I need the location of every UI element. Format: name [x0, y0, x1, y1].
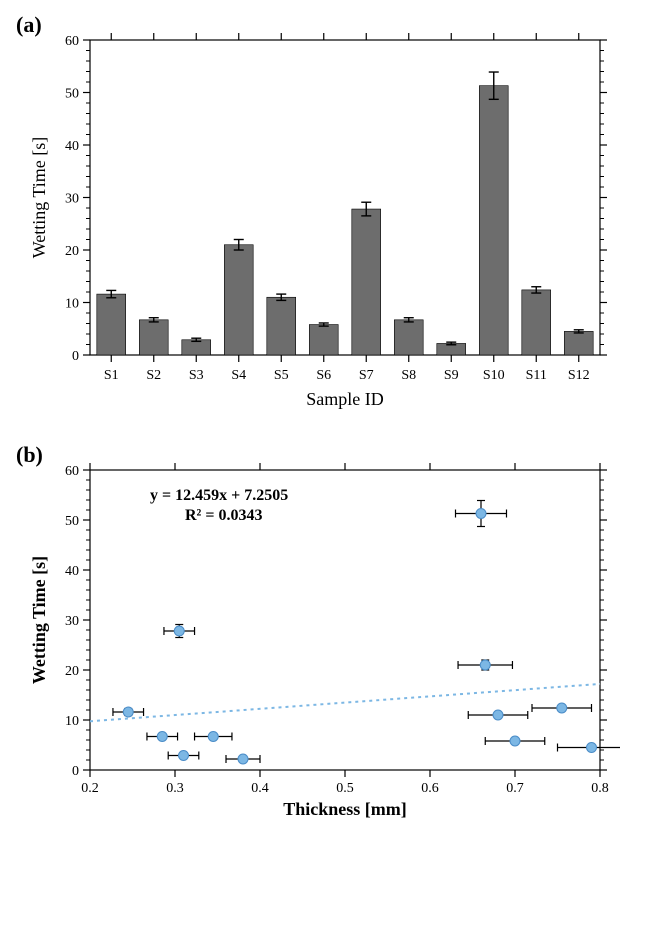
bar [394, 320, 423, 355]
panel-a-label: (a) [16, 12, 42, 38]
svg-text:20: 20 [65, 244, 79, 259]
svg-text:Thickness [mm]: Thickness [mm] [283, 799, 407, 819]
bar [309, 325, 338, 355]
svg-text:S11: S11 [526, 368, 547, 383]
data-point [157, 732, 167, 742]
data-point [557, 703, 567, 713]
bar [352, 209, 381, 355]
panel-b-label: (b) [16, 442, 43, 468]
bar [267, 297, 296, 355]
svg-text:S1: S1 [104, 368, 119, 383]
svg-text:S9: S9 [444, 368, 459, 383]
svg-text:S10: S10 [483, 368, 505, 383]
panel-a: (a) 0102030405060S1S2S3S4S5S6S7S8S9S10S1… [20, 20, 648, 420]
bar [564, 331, 593, 355]
svg-text:S5: S5 [274, 368, 289, 383]
svg-text:50: 50 [65, 87, 79, 102]
data-point [587, 743, 597, 753]
bar [479, 86, 508, 355]
svg-text:S4: S4 [231, 368, 246, 383]
panel-b: (b) 01020304050600.20.30.40.50.60.70.8y … [20, 450, 648, 825]
svg-text:S3: S3 [189, 368, 204, 383]
svg-text:S7: S7 [359, 368, 374, 383]
data-point [480, 660, 490, 670]
svg-text:30: 30 [65, 192, 79, 207]
svg-text:40: 40 [65, 139, 79, 154]
bar [139, 320, 168, 355]
svg-text:30: 30 [65, 614, 79, 629]
svg-text:0.2: 0.2 [81, 781, 99, 796]
scatter-chart: 0 10 20 30 40 50 60 0.2 0.3 0.4 0.5 0.6 0.7 0.8 y = 12… [20, 450, 620, 825]
trendline [90, 684, 600, 721]
svg-text:0.5: 0.5 [336, 781, 354, 796]
svg-text:S6: S6 [316, 368, 331, 383]
svg-text:Wetting Time [s]: Wetting Time [s] [29, 137, 49, 259]
svg-text:50: 50 [65, 514, 79, 529]
svg-text:10: 10 [65, 297, 79, 312]
data-point [493, 710, 503, 720]
svg-text:S2: S2 [146, 368, 161, 383]
svg-text:0: 0 [72, 349, 79, 364]
svg-text:Sample ID: Sample ID [306, 389, 383, 409]
svg-text:20: 20 [65, 664, 79, 679]
svg-text:0.6: 0.6 [421, 781, 439, 796]
svg-text:60: 60 [65, 34, 79, 49]
svg-text:0.8: 0.8 [591, 781, 609, 796]
bar [522, 290, 551, 355]
svg-text:40: 40 [65, 564, 79, 579]
regression-eq: y = 12.459x + 7.2505 [150, 487, 288, 504]
bar-chart: 0 10 20 30 40 50 60 S1 S2 S3 S4 S5 S6 S7 S8 S9 S10 S11 S12… [20, 20, 620, 420]
svg-text:0.3: 0.3 [166, 781, 184, 796]
data-point [510, 736, 520, 746]
data-point [476, 509, 486, 519]
bar [97, 294, 126, 355]
data-point [123, 707, 133, 717]
bar [224, 245, 253, 355]
svg-text:0.7: 0.7 [506, 781, 524, 796]
data-point [208, 732, 218, 742]
data-point [238, 754, 248, 764]
regression-r2: R² = 0.0343 [185, 507, 262, 524]
svg-text:0: 0 [72, 764, 79, 779]
svg-text:10: 10 [65, 714, 79, 729]
svg-text:S8: S8 [401, 368, 416, 383]
svg-text:60: 60 [65, 464, 79, 479]
data-point [174, 626, 184, 636]
data-point [179, 751, 189, 761]
svg-text:0.4: 0.4 [251, 781, 269, 796]
bar [182, 340, 211, 355]
svg-text:Wetting Time [s]: Wetting Time [s] [29, 556, 49, 684]
svg-text:S12: S12 [568, 368, 590, 383]
